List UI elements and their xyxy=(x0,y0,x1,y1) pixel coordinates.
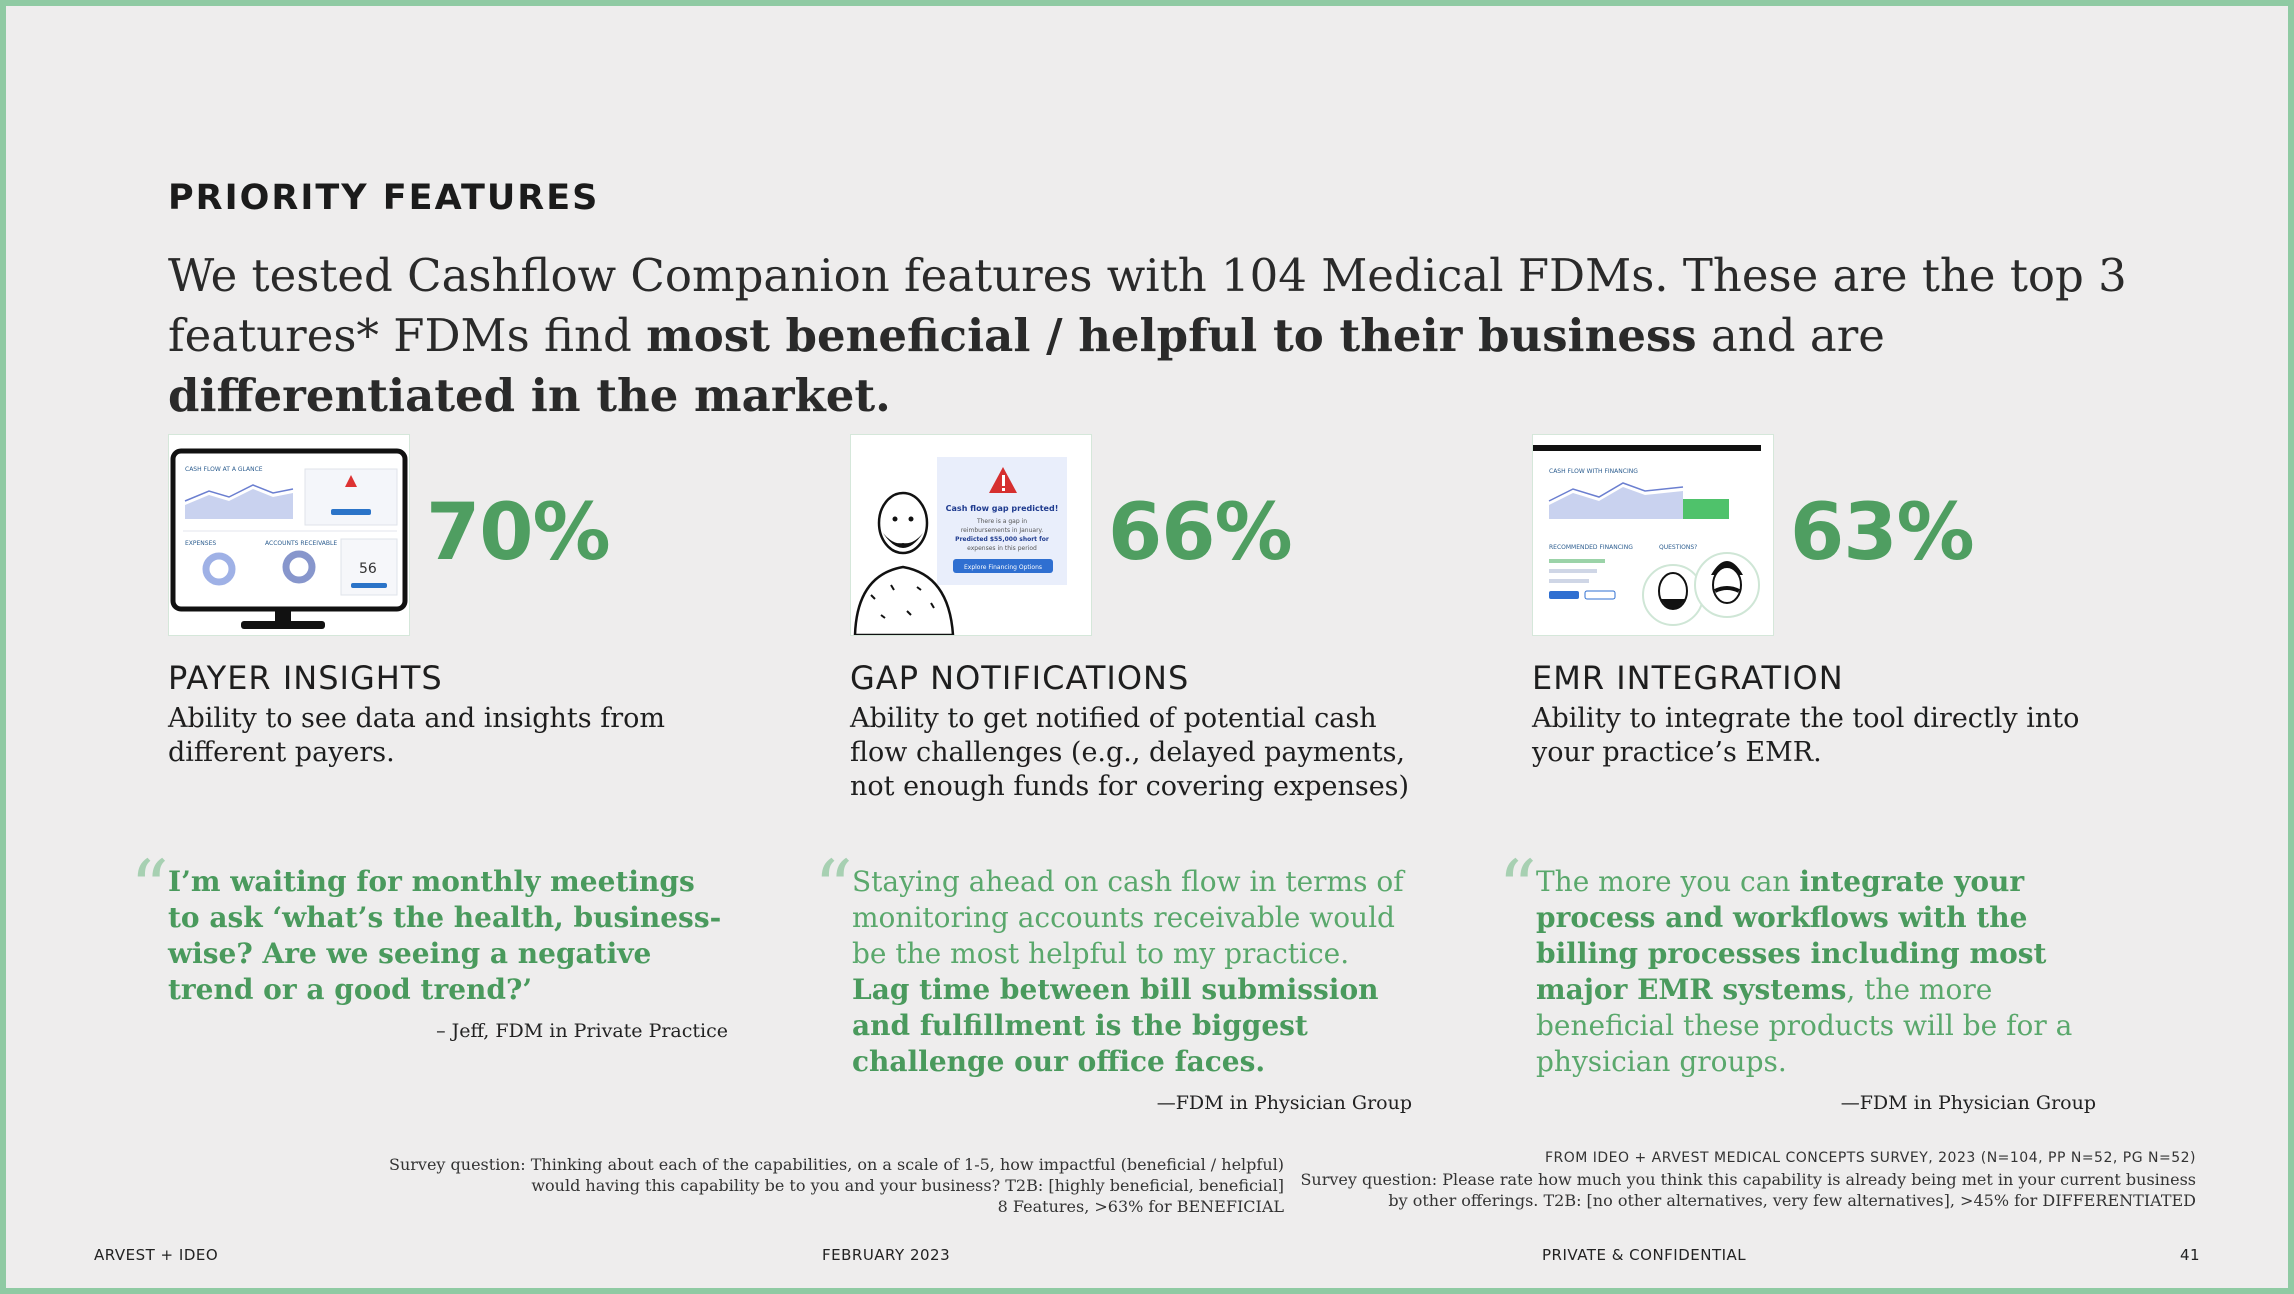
quote-mark-icon: “ xyxy=(130,843,169,932)
survey-note-beneficial: Survey question: Thinking about each of … xyxy=(300,1154,1284,1217)
survey-note-differentiated: FROM IDEO + ARVEST MEDICAL CONCEPTS SURV… xyxy=(1300,1148,2196,1211)
note-line: 8 Features, >63% for BENEFICIAL xyxy=(997,1197,1284,1216)
emr-integration-illustration: CASH FLOW WITH FINANCING RECOMMENDED FIN… xyxy=(1532,434,1774,636)
quote-mark-icon: “ xyxy=(814,843,853,932)
quote-mark-icon: “ xyxy=(1498,843,1537,932)
quote-bold: I’m waiting for monthly meetings to ask … xyxy=(168,865,722,1006)
payer-insights-illustration: CASH FLOW AT A GLANCE EXPENSES ACCOUNTS … xyxy=(168,434,410,636)
feature-title: EMR INTEGRATION xyxy=(1532,659,1844,697)
percent-70: 70% xyxy=(426,488,611,578)
quote-physician-group-1: “ Staying ahead on cash flow in terms of… xyxy=(814,850,1412,1115)
footer-brand: ARVEST + IDEO xyxy=(94,1246,219,1264)
note-line: Survey question: Please rate how much yo… xyxy=(1300,1170,2196,1189)
headline-bold-2: differentiated in the market. xyxy=(168,369,891,422)
quote-attribution: —FDM in Physician Group xyxy=(1156,1092,1412,1114)
note-line: would having this capability be to you a… xyxy=(531,1176,1284,1195)
quote-text: The more you can integrate your process … xyxy=(1536,864,2096,1080)
quote-attribution: – Jeff, FDM in Private Practice xyxy=(436,1020,728,1042)
headline-bold-1: most beneficial / helpful to their busin… xyxy=(646,309,1697,362)
gap-notifications-illustration: Cash flow gap predicted! There is a gap … xyxy=(850,434,1092,636)
alert-line-3: Predicted $55,000 short for xyxy=(955,536,1049,543)
feature-description: Ability to integrate the tool directly i… xyxy=(1532,703,2080,768)
feature-title: PAYER INSIGHTS xyxy=(168,659,443,697)
quote-attribution: —FDM in Physician Group xyxy=(1840,1092,2096,1114)
note-line: Survey question: Thinking about each of … xyxy=(388,1155,1284,1174)
quote-physician-group-2: “ The more you can integrate your proces… xyxy=(1498,850,2096,1115)
financing-dashboard-icon: CASH FLOW WITH FINANCING RECOMMENDED FIN… xyxy=(1533,445,1761,626)
quote-jeff: “ I’m waiting for monthly meetings to as… xyxy=(130,850,728,1043)
quote-text: I’m waiting for monthly meetings to ask … xyxy=(168,864,728,1008)
page-number: 41 xyxy=(2180,1246,2201,1264)
alert-title: Cash flow gap predicted! xyxy=(946,504,1059,513)
illus-label-recommended: RECOMMENDED FINANCING xyxy=(1549,544,1633,551)
alert-line-2: reimbursements in January. xyxy=(961,527,1043,534)
percent-63: 63% xyxy=(1790,488,1975,578)
illus-number: 56 xyxy=(359,561,377,577)
alert-button: Explore Financing Options xyxy=(964,564,1042,571)
feature-description: Ability to see data and insights from di… xyxy=(168,703,665,768)
alert-person-icon: Cash flow gap predicted! There is a gap … xyxy=(853,457,1067,635)
section-eyebrow: PRIORITY FEATURES xyxy=(168,178,600,218)
note-source: FROM IDEO + ARVEST MEDICAL CONCEPTS SURV… xyxy=(1544,1150,2196,1166)
illus-label-expenses: EXPENSES xyxy=(185,540,216,547)
quote-plain-end: , the more beneficial these products wil… xyxy=(1536,973,2073,1078)
headline: We tested Cashflow Companion features wi… xyxy=(168,246,2168,426)
quote-plain: Staying ahead on cash flow in terms of m… xyxy=(852,865,1404,970)
headline-part-2: and are xyxy=(1696,309,1885,362)
monitor-dashboard-icon: CASH FLOW AT A GLANCE EXPENSES ACCOUNTS … xyxy=(170,448,408,629)
feature-title: GAP NOTIFICATIONS xyxy=(850,659,1190,697)
alert-line-1: There is a gap in xyxy=(976,518,1027,525)
quote-bold: integrate your process and workflows wit… xyxy=(1536,865,2047,1006)
quote-plain: The more you can xyxy=(1536,865,1800,898)
quote-text: Staying ahead on cash flow in terms of m… xyxy=(852,864,1412,1080)
feature-description: Ability to get notified of potential cas… xyxy=(850,703,1410,802)
percent-66: 66% xyxy=(1108,488,1293,578)
illus-label-cashflow: CASH FLOW AT A GLANCE xyxy=(185,466,263,473)
headline-part-1: We tested Cashflow Companion features wi… xyxy=(168,249,2127,362)
footer-date: FEBRUARY 2023 xyxy=(822,1246,951,1264)
illus-label-financing: CASH FLOW WITH FINANCING xyxy=(1549,468,1638,475)
footer-confidential: PRIVATE & CONFIDENTIAL xyxy=(1542,1246,1747,1264)
quote-bold: Lag time between bill submission and ful… xyxy=(852,973,1379,1078)
note-line: by other offerings. T2B: [no other alter… xyxy=(1388,1191,2196,1210)
illus-label-receivable: ACCOUNTS RECEIVABLE xyxy=(265,540,337,547)
alert-line-4: expenses in this period xyxy=(967,545,1037,552)
illus-label-questions: QUESTIONS? xyxy=(1659,544,1697,551)
